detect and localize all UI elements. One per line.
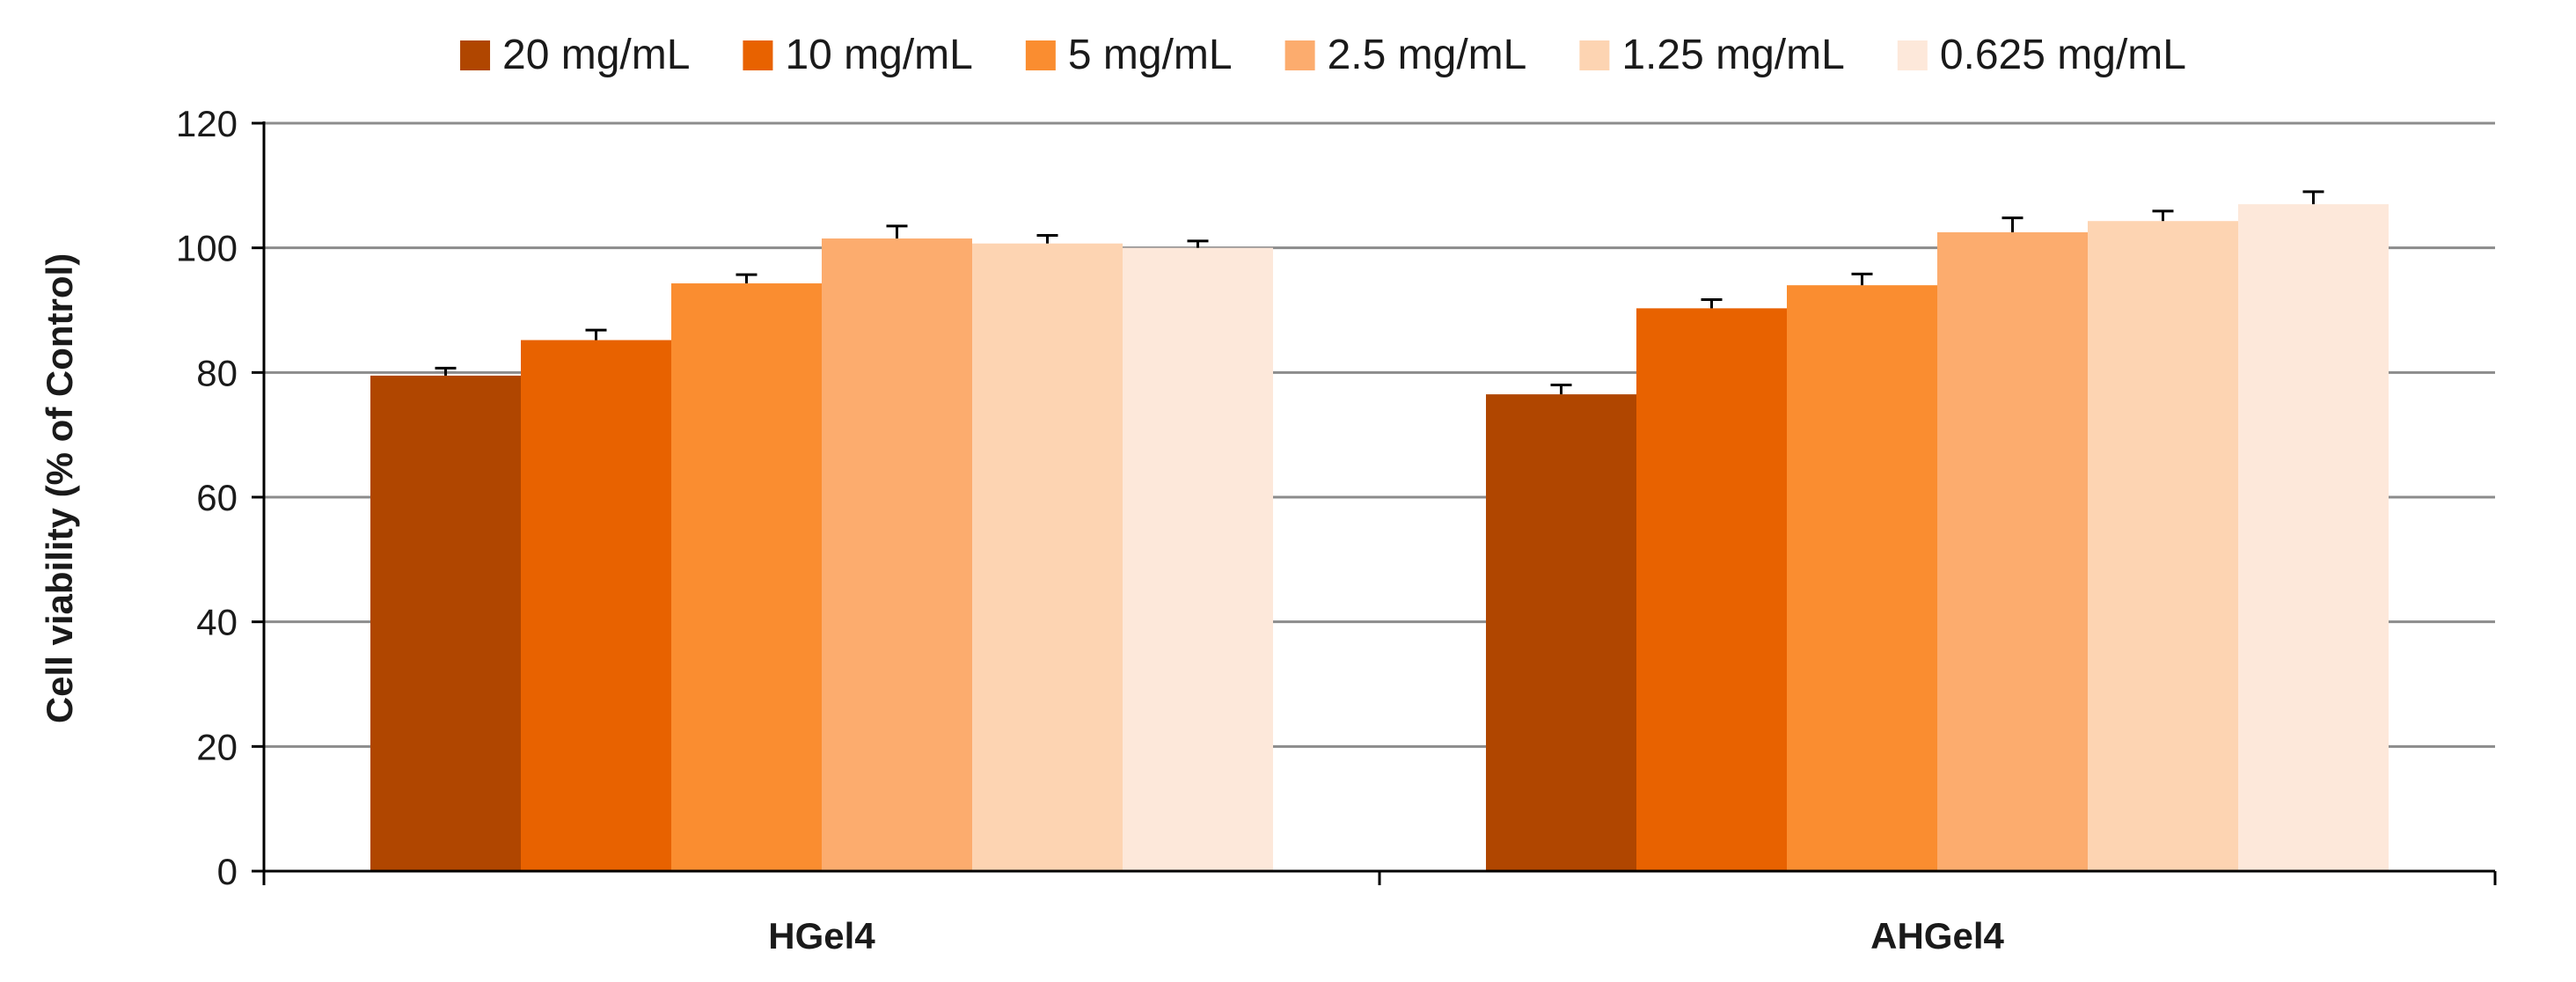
legend-item: 10 mg/mL bbox=[743, 32, 973, 78]
legend-item: 1.25 mg/mL bbox=[1579, 32, 1845, 78]
legend-label: 1.25 mg/mL bbox=[1621, 32, 1844, 78]
bar bbox=[370, 375, 521, 871]
y-axis-title: Cell viability (% of Control) bbox=[39, 253, 80, 723]
bar bbox=[1123, 247, 1273, 872]
y-tick-label: 120 bbox=[176, 103, 238, 144]
y-tick-label: 100 bbox=[176, 228, 238, 269]
legend-swatch bbox=[1284, 40, 1315, 70]
bar bbox=[2238, 204, 2389, 872]
y-tick-label: 80 bbox=[196, 352, 238, 393]
bar bbox=[521, 340, 671, 871]
y-tick-label: 20 bbox=[196, 726, 238, 767]
bar bbox=[822, 238, 972, 872]
legend-swatch bbox=[743, 40, 773, 70]
bar bbox=[1787, 285, 1937, 872]
bar bbox=[972, 243, 1123, 871]
bar bbox=[1486, 394, 1636, 871]
error-bars bbox=[435, 190, 2324, 395]
legend-label: 2.5 mg/mL bbox=[1328, 32, 1527, 78]
bar bbox=[1937, 231, 2088, 871]
legend-item: 0.625 mg/mL bbox=[1897, 32, 2186, 78]
legend-item: 5 mg/mL bbox=[1025, 32, 1233, 78]
legend-swatch bbox=[1025, 40, 1056, 70]
x-category-label: HGel4 bbox=[768, 915, 875, 956]
y-tick-labels: 0 20 40 60 80 100 120 bbox=[176, 103, 238, 892]
legend: 20 mg/mL 10 mg/mL 5 mg/mL 2.5 mg/mL 1.25 mg/… bbox=[460, 32, 2186, 78]
legend-label: 10 mg/mL bbox=[785, 32, 972, 78]
legend-label: 0.625 mg/mL bbox=[1940, 32, 2186, 78]
x-category-label: AHGel4 bbox=[1870, 915, 2004, 956]
y-tick-label: 40 bbox=[196, 602, 238, 643]
legend-swatch bbox=[1897, 40, 1928, 70]
legend-swatch bbox=[1579, 40, 1610, 70]
y-tick-label: 0 bbox=[217, 851, 238, 892]
axes bbox=[252, 121, 2497, 885]
x-category-labels: HGel4 AHGel4 bbox=[768, 915, 2004, 956]
bar bbox=[2088, 221, 2238, 872]
bar bbox=[671, 283, 822, 872]
bars bbox=[370, 204, 2389, 872]
legend-item: 2.5 mg/mL bbox=[1284, 32, 1527, 78]
legend-label: 5 mg/mL bbox=[1068, 32, 1233, 78]
legend-swatch bbox=[460, 40, 491, 70]
legend-label: 20 mg/mL bbox=[502, 32, 690, 78]
y-tick-label: 60 bbox=[196, 477, 238, 518]
bar bbox=[1636, 308, 1787, 871]
legend-item: 20 mg/mL bbox=[460, 32, 690, 78]
